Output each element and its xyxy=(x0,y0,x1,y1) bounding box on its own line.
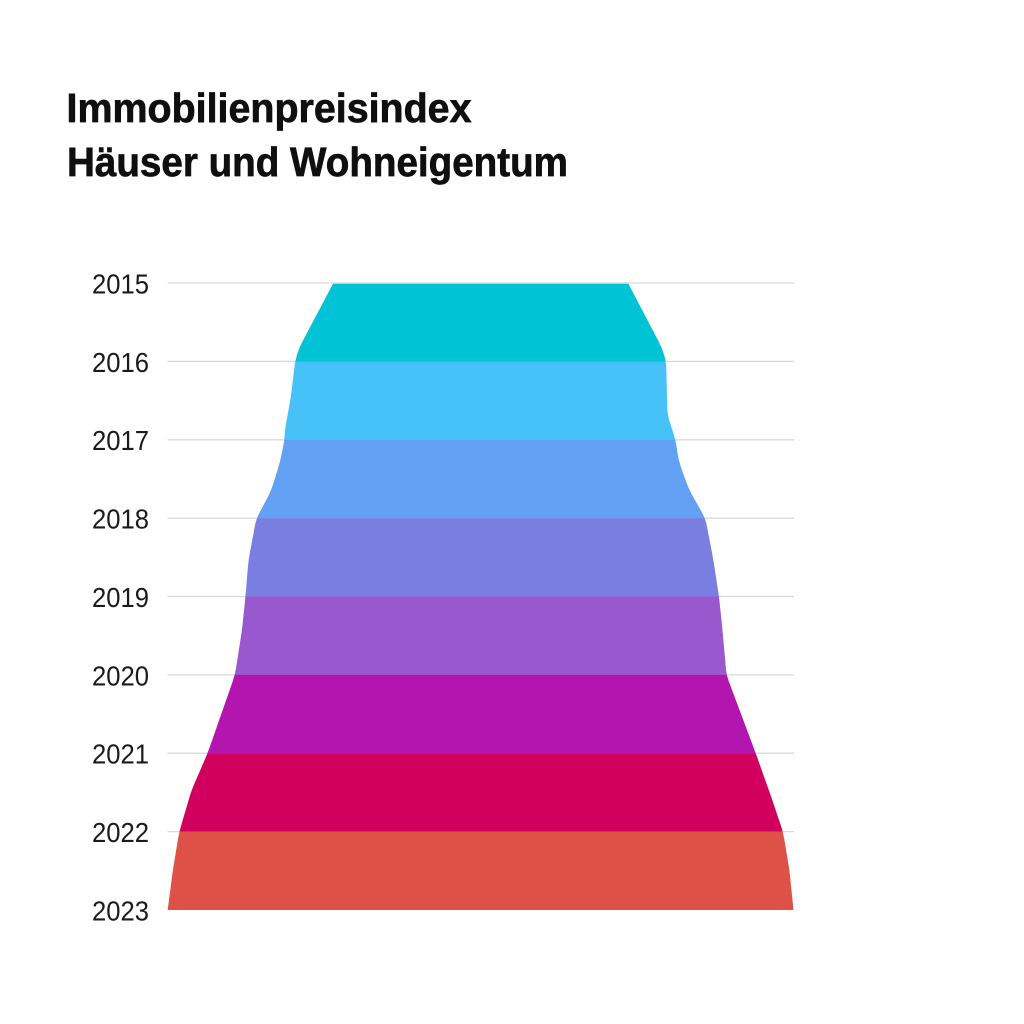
svg-text:2017: 2017 xyxy=(92,425,149,456)
svg-text:2020: 2020 xyxy=(92,660,149,691)
svg-text:2016: 2016 xyxy=(92,347,149,378)
svg-text:2022: 2022 xyxy=(92,817,149,848)
svg-text:2015: 2015 xyxy=(92,268,149,299)
svg-text:Immobilienpreisindex: Immobilienpreisindex xyxy=(67,85,472,131)
svg-text:2023: 2023 xyxy=(92,895,149,926)
svg-text:Häuser und Wohneigentum: Häuser und Wohneigentum xyxy=(67,139,568,185)
svg-text:2018: 2018 xyxy=(92,504,149,535)
svg-text:2021: 2021 xyxy=(92,739,149,770)
svg-text:2019: 2019 xyxy=(92,582,149,613)
